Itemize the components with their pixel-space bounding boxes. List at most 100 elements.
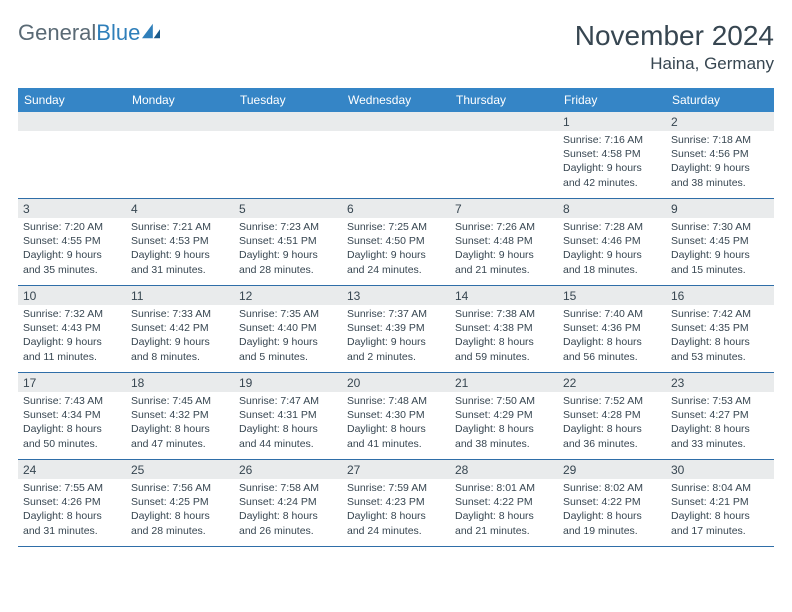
- day-cell: 28Sunrise: 8:01 AMSunset: 4:22 PMDayligh…: [450, 460, 558, 546]
- logo: GeneralBlue: [18, 20, 162, 46]
- day-number: 18: [126, 373, 234, 392]
- day-number: 22: [558, 373, 666, 392]
- day-details: Sunrise: 7:38 AMSunset: 4:38 PMDaylight:…: [450, 305, 558, 368]
- day-number: 29: [558, 460, 666, 479]
- day-cell: 3Sunrise: 7:20 AMSunset: 4:55 PMDaylight…: [18, 199, 126, 285]
- day-cell: 19Sunrise: 7:47 AMSunset: 4:31 PMDayligh…: [234, 373, 342, 459]
- day-details: Sunrise: 7:26 AMSunset: 4:48 PMDaylight:…: [450, 218, 558, 281]
- day-details: Sunrise: 7:37 AMSunset: 4:39 PMDaylight:…: [342, 305, 450, 368]
- day-details: Sunrise: 7:35 AMSunset: 4:40 PMDaylight:…: [234, 305, 342, 368]
- day-cell: 8Sunrise: 7:28 AMSunset: 4:46 PMDaylight…: [558, 199, 666, 285]
- day-details: Sunrise: 7:43 AMSunset: 4:34 PMDaylight:…: [18, 392, 126, 455]
- header: GeneralBlue November 2024 Haina, Germany: [18, 20, 774, 74]
- day-cell: 2Sunrise: 7:18 AMSunset: 4:56 PMDaylight…: [666, 112, 774, 198]
- day-details: Sunrise: 7:52 AMSunset: 4:28 PMDaylight:…: [558, 392, 666, 455]
- day-cell: 18Sunrise: 7:45 AMSunset: 4:32 PMDayligh…: [126, 373, 234, 459]
- day-details: Sunrise: 7:25 AMSunset: 4:50 PMDaylight:…: [342, 218, 450, 281]
- day-cell: 21Sunrise: 7:50 AMSunset: 4:29 PMDayligh…: [450, 373, 558, 459]
- weekday-header: Friday: [558, 88, 666, 112]
- day-cell: 12Sunrise: 7:35 AMSunset: 4:40 PMDayligh…: [234, 286, 342, 372]
- day-number: 14: [450, 286, 558, 305]
- weekday-header-row: SundayMondayTuesdayWednesdayThursdayFrid…: [18, 88, 774, 112]
- day-cell: 30Sunrise: 8:04 AMSunset: 4:21 PMDayligh…: [666, 460, 774, 546]
- day-cell: 17Sunrise: 7:43 AMSunset: 4:34 PMDayligh…: [18, 373, 126, 459]
- week-row: 1Sunrise: 7:16 AMSunset: 4:58 PMDaylight…: [18, 112, 774, 199]
- calendar-page: GeneralBlue November 2024 Haina, Germany…: [0, 0, 792, 567]
- day-details: Sunrise: 7:56 AMSunset: 4:25 PMDaylight:…: [126, 479, 234, 542]
- day-cell: 9Sunrise: 7:30 AMSunset: 4:45 PMDaylight…: [666, 199, 774, 285]
- day-number: 25: [126, 460, 234, 479]
- day-details: Sunrise: 7:33 AMSunset: 4:42 PMDaylight:…: [126, 305, 234, 368]
- day-cell: 5Sunrise: 7:23 AMSunset: 4:51 PMDaylight…: [234, 199, 342, 285]
- day-number: 19: [234, 373, 342, 392]
- calendar: SundayMondayTuesdayWednesdayThursdayFrid…: [18, 88, 774, 547]
- empty-cell: [342, 112, 450, 198]
- day-number: 12: [234, 286, 342, 305]
- day-number: 20: [342, 373, 450, 392]
- day-cell: 11Sunrise: 7:33 AMSunset: 4:42 PMDayligh…: [126, 286, 234, 372]
- day-number: 21: [450, 373, 558, 392]
- day-number-empty: [234, 112, 342, 131]
- day-details: Sunrise: 7:48 AMSunset: 4:30 PMDaylight:…: [342, 392, 450, 455]
- week-row: 10Sunrise: 7:32 AMSunset: 4:43 PMDayligh…: [18, 286, 774, 373]
- day-number-empty: [126, 112, 234, 131]
- day-cell: 14Sunrise: 7:38 AMSunset: 4:38 PMDayligh…: [450, 286, 558, 372]
- day-cell: 26Sunrise: 7:58 AMSunset: 4:24 PMDayligh…: [234, 460, 342, 546]
- day-number: 7: [450, 199, 558, 218]
- day-number: 9: [666, 199, 774, 218]
- day-number: 15: [558, 286, 666, 305]
- day-cell: 6Sunrise: 7:25 AMSunset: 4:50 PMDaylight…: [342, 199, 450, 285]
- day-cell: 24Sunrise: 7:55 AMSunset: 4:26 PMDayligh…: [18, 460, 126, 546]
- location: Haina, Germany: [575, 54, 774, 74]
- week-row: 24Sunrise: 7:55 AMSunset: 4:26 PMDayligh…: [18, 460, 774, 547]
- day-number: 13: [342, 286, 450, 305]
- empty-cell: [450, 112, 558, 198]
- weeks-container: 1Sunrise: 7:16 AMSunset: 4:58 PMDaylight…: [18, 112, 774, 547]
- empty-cell: [234, 112, 342, 198]
- weekday-header: Thursday: [450, 88, 558, 112]
- day-details: Sunrise: 7:42 AMSunset: 4:35 PMDaylight:…: [666, 305, 774, 368]
- empty-cell: [126, 112, 234, 198]
- weekday-header: Tuesday: [234, 88, 342, 112]
- empty-cell: [18, 112, 126, 198]
- logo-blue: Blue: [96, 20, 140, 45]
- day-details: Sunrise: 7:32 AMSunset: 4:43 PMDaylight:…: [18, 305, 126, 368]
- day-details: Sunrise: 7:23 AMSunset: 4:51 PMDaylight:…: [234, 218, 342, 281]
- day-number: 11: [126, 286, 234, 305]
- day-number: 27: [342, 460, 450, 479]
- day-details: Sunrise: 7:30 AMSunset: 4:45 PMDaylight:…: [666, 218, 774, 281]
- day-details: Sunrise: 7:50 AMSunset: 4:29 PMDaylight:…: [450, 392, 558, 455]
- day-details: Sunrise: 8:04 AMSunset: 4:21 PMDaylight:…: [666, 479, 774, 542]
- day-cell: 4Sunrise: 7:21 AMSunset: 4:53 PMDaylight…: [126, 199, 234, 285]
- weekday-header: Saturday: [666, 88, 774, 112]
- day-details: Sunrise: 7:53 AMSunset: 4:27 PMDaylight:…: [666, 392, 774, 455]
- day-cell: 15Sunrise: 7:40 AMSunset: 4:36 PMDayligh…: [558, 286, 666, 372]
- day-number: 16: [666, 286, 774, 305]
- day-number: 17: [18, 373, 126, 392]
- weekday-header: Sunday: [18, 88, 126, 112]
- day-number-empty: [450, 112, 558, 131]
- day-cell: 16Sunrise: 7:42 AMSunset: 4:35 PMDayligh…: [666, 286, 774, 372]
- month-title: November 2024: [575, 20, 774, 52]
- day-number: 2: [666, 112, 774, 131]
- day-number: 30: [666, 460, 774, 479]
- day-cell: 29Sunrise: 8:02 AMSunset: 4:22 PMDayligh…: [558, 460, 666, 546]
- day-cell: 23Sunrise: 7:53 AMSunset: 4:27 PMDayligh…: [666, 373, 774, 459]
- day-number: 23: [666, 373, 774, 392]
- day-number: 5: [234, 199, 342, 218]
- day-number: 6: [342, 199, 450, 218]
- day-number: 1: [558, 112, 666, 131]
- day-cell: 13Sunrise: 7:37 AMSunset: 4:39 PMDayligh…: [342, 286, 450, 372]
- day-number-empty: [18, 112, 126, 131]
- day-details: Sunrise: 7:21 AMSunset: 4:53 PMDaylight:…: [126, 218, 234, 281]
- logo-general: General: [18, 20, 96, 45]
- day-cell: 1Sunrise: 7:16 AMSunset: 4:58 PMDaylight…: [558, 112, 666, 198]
- day-details: Sunrise: 7:40 AMSunset: 4:36 PMDaylight:…: [558, 305, 666, 368]
- week-row: 3Sunrise: 7:20 AMSunset: 4:55 PMDaylight…: [18, 199, 774, 286]
- day-details: Sunrise: 7:16 AMSunset: 4:58 PMDaylight:…: [558, 131, 666, 194]
- day-cell: 20Sunrise: 7:48 AMSunset: 4:30 PMDayligh…: [342, 373, 450, 459]
- day-details: Sunrise: 8:01 AMSunset: 4:22 PMDaylight:…: [450, 479, 558, 542]
- week-row: 17Sunrise: 7:43 AMSunset: 4:34 PMDayligh…: [18, 373, 774, 460]
- day-cell: 25Sunrise: 7:56 AMSunset: 4:25 PMDayligh…: [126, 460, 234, 546]
- logo-text: GeneralBlue: [18, 20, 140, 46]
